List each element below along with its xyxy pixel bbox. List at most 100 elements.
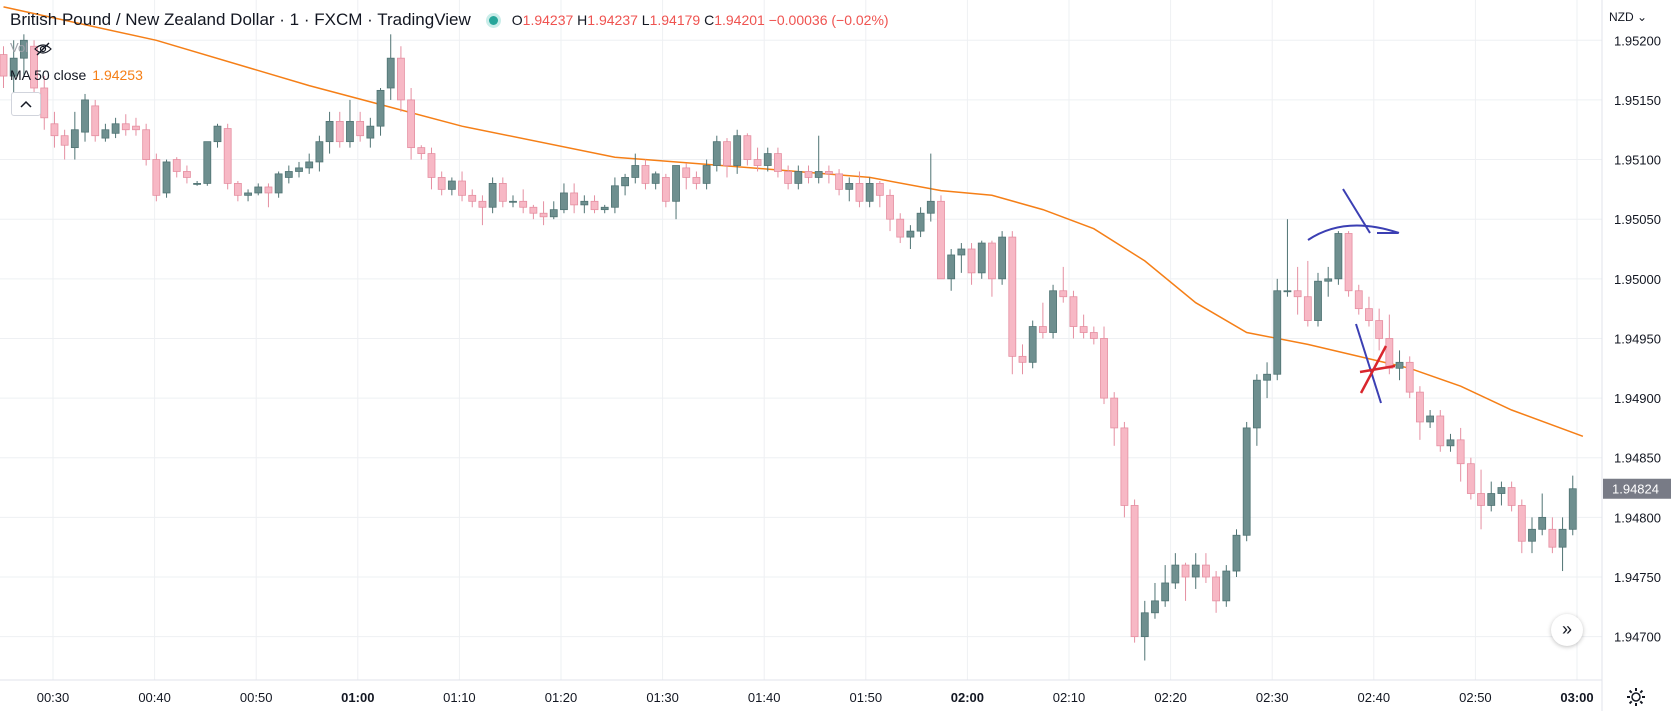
candle [183,165,191,184]
candle [1548,517,1557,554]
ma-value: 1.94253 [92,67,143,83]
candle-body [427,153,436,178]
candle-body [1028,326,1037,363]
candle-body [672,165,680,202]
candle [784,165,793,190]
candle [1436,410,1445,452]
time-tick-label: 01:00 [341,690,374,705]
symbol-legend[interactable]: British Pound / New Zealand Dollar · 1 ·… [10,10,889,30]
volume-label: Vol [10,40,29,55]
candle [81,93,89,142]
candle [774,147,782,178]
candle [529,204,538,220]
candle-body [824,171,833,175]
candle [284,165,293,184]
candle-body [183,171,191,178]
candle-body [315,141,324,163]
candle-body [458,180,466,196]
candle-body [560,192,568,211]
candle-body [1079,326,1088,333]
candle-body [1528,528,1536,542]
drawn-blue-slash [1355,323,1382,404]
candle-body [549,209,558,218]
candle-body [1405,361,1414,393]
symbol-title: British Pound / New Zealand Dollar · 1 ·… [10,10,471,29]
candle-body [376,89,385,127]
candle-body [162,161,171,194]
candle [488,177,497,214]
candle [824,165,833,184]
candle-body [1314,280,1322,321]
ma-legend[interactable]: MA 50 close 1.94253 [10,67,143,83]
candle-body [1273,290,1282,375]
time-tick-label: 02:00 [951,690,984,705]
candle [1477,469,1485,530]
collapse-legend-button[interactable] [11,92,41,116]
currency-selector[interactable]: NZD ⌄ [1609,10,1647,24]
candle-body [1120,427,1129,506]
candle [1507,481,1516,512]
candle-body [478,200,487,208]
candle-body [1303,296,1312,321]
candle-body [233,183,242,196]
candle-body [1477,493,1485,506]
candle-body [244,192,252,196]
candle [1171,553,1180,589]
candle [753,147,762,172]
hidden-eye-icon[interactable] [33,42,52,56]
drawn-curve [1307,224,1400,241]
candle [193,181,202,186]
candle [274,171,283,198]
candle-body [784,171,793,184]
candle-body [661,177,670,202]
candle-body [580,200,589,206]
candle-body [1538,516,1547,530]
gear-icon[interactable] [1625,686,1647,708]
candle-body [397,57,405,101]
candle-body [835,173,843,190]
candle [1466,457,1475,500]
candle-body [916,212,925,232]
scroll-to-realtime-button[interactable]: » [1551,614,1583,646]
candle-body [774,153,782,172]
candle-body [81,99,89,133]
candle [947,249,956,291]
candle-body [1436,415,1445,447]
candle [916,207,925,238]
candle-body [804,171,813,178]
candle [1100,326,1108,405]
price-tick-label: 1.94800 [1614,510,1661,525]
candle-body [1456,439,1465,465]
time-tick-label: 02:10 [1053,690,1086,705]
volume-legend[interactable]: Vol [10,40,52,56]
candle [346,99,354,148]
candle-body [723,141,731,166]
candle-body [529,206,538,214]
candle-body [386,57,395,89]
candle-body [284,171,293,178]
candle-body [325,120,334,143]
candle-body [264,186,273,194]
candle-body [641,165,650,184]
candle [804,165,813,184]
candle [1538,493,1547,536]
candle [906,225,915,250]
candle [1181,562,1190,601]
candle [356,111,365,142]
chevron-down-icon: ⌄ [1637,10,1648,24]
ma-line-layer [3,6,1584,438]
candle-body [1497,487,1506,494]
candle-body [1395,361,1404,369]
candle [865,177,874,208]
price-tick-label: 1.95100 [1614,153,1661,168]
candle [70,111,79,160]
candle-body [1507,487,1516,506]
candle [0,46,8,88]
candle [458,171,466,202]
drawn-red-x-b [1359,364,1396,374]
candle [1191,553,1200,589]
candle-body [509,200,517,203]
candle-body [70,129,79,149]
candle-body [152,159,161,196]
